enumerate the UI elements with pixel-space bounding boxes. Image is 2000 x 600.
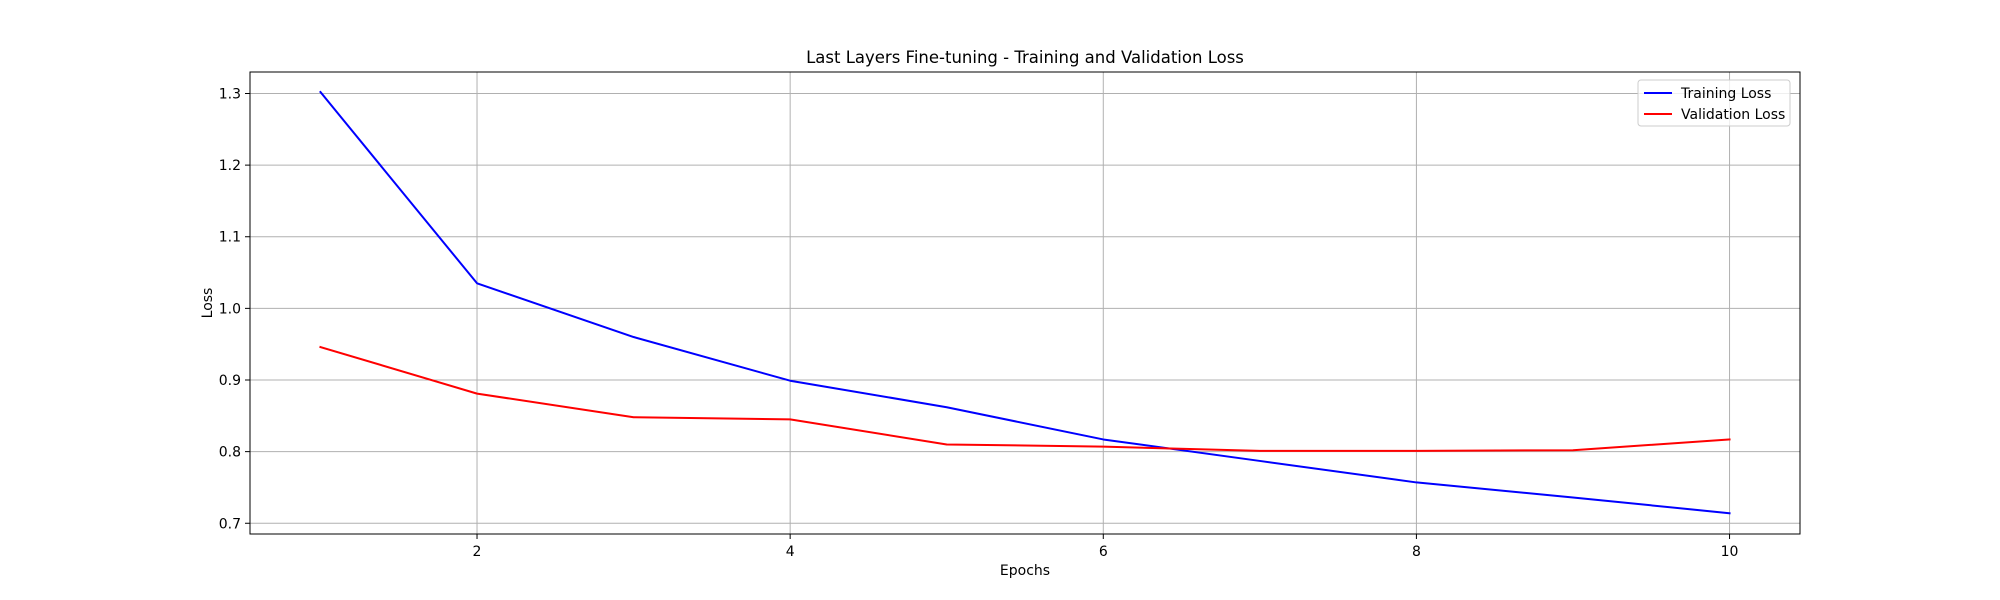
chart-title: Last Layers Fine-tuning - Training and V… [806, 48, 1244, 67]
y-tick-label: 0.7 [219, 516, 241, 532]
x-tick-label: 8 [1412, 544, 1421, 560]
y-tick-label: 1.2 [219, 158, 241, 174]
x-tick-label: 6 [1099, 544, 1108, 560]
validation-loss-legend-label: Validation Loss [1681, 107, 1785, 123]
x-axis-label: Epochs [1000, 563, 1050, 579]
training-loss-line [319, 90, 1731, 515]
validation-loss-line [319, 345, 1731, 452]
y-tick-label: 1.1 [219, 230, 241, 246]
y-tick-label: 0.8 [219, 445, 241, 461]
y-tick-label: 1.0 [219, 301, 241, 317]
y-axis-label: Loss [200, 288, 216, 319]
legend: Training Loss Validation Loss [1637, 79, 1791, 127]
y-tick-label: 1.3 [219, 86, 241, 102]
x-tick-label: 4 [786, 544, 795, 560]
x-tick-label: 2 [473, 544, 482, 560]
grid [250, 72, 1800, 534]
axis-ticks: 2 4 6 8 10 0.7 0.8 0.9 1.0 1.1 1.2 1.3 [219, 86, 1739, 560]
y-tick-label: 0.9 [219, 373, 241, 389]
plot-area [249, 71, 1801, 535]
legend-box [1637, 79, 1791, 127]
x-tick-label: 10 [1721, 544, 1739, 560]
series-lines [319, 90, 1731, 515]
training-loss-legend-label: Training Loss [1680, 86, 1771, 102]
